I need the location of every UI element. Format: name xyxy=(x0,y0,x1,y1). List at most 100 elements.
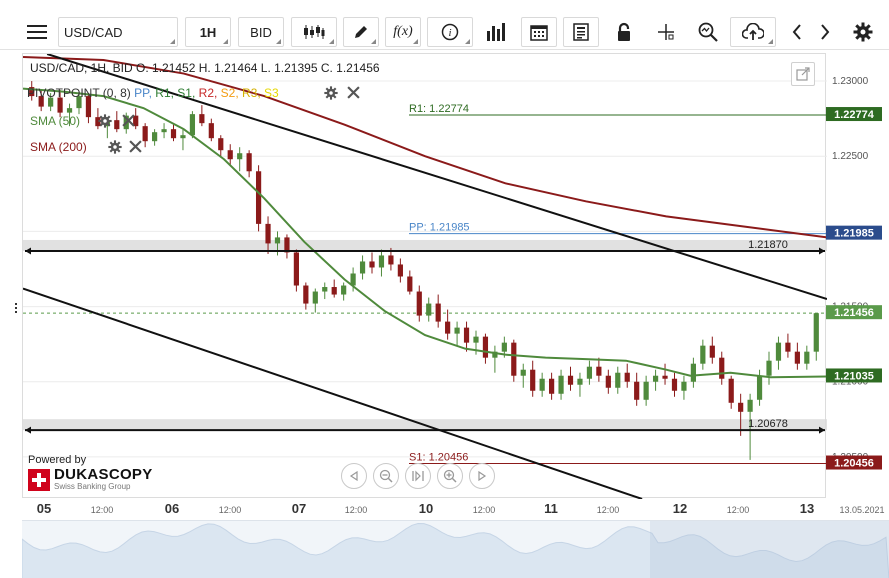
candle-body xyxy=(48,97,54,107)
bars-icon xyxy=(487,23,505,41)
brand-name: DUKASCOPY xyxy=(54,466,153,483)
candle-body xyxy=(114,120,120,130)
candle xyxy=(237,147,243,172)
candle-body xyxy=(700,345,706,364)
menu-button[interactable] xyxy=(22,17,52,47)
info-icon: i xyxy=(441,23,459,41)
candle xyxy=(775,336,782,370)
candle xyxy=(426,297,432,322)
sma200-settings-button[interactable] xyxy=(108,140,122,159)
volume-button[interactable] xyxy=(481,17,511,47)
indicators-button[interactable]: f(x) xyxy=(385,17,421,47)
candle xyxy=(511,339,517,382)
x-tick-label: 12:00 xyxy=(727,505,750,515)
news-button[interactable] xyxy=(563,17,599,47)
time-axis[interactable]: 05 12:00 06 12:00 07 12:00 10 12:00 11 12:00 12 12:… xyxy=(22,498,889,520)
pivot-item: R3, xyxy=(238,86,261,100)
reset-icon xyxy=(412,470,424,482)
candle-body xyxy=(350,273,356,286)
candle xyxy=(577,372,583,397)
price-badge-bg xyxy=(826,305,882,320)
candle xyxy=(652,369,659,391)
price-side-selector[interactable]: BID xyxy=(238,17,284,47)
candle-body xyxy=(586,366,593,379)
sma200-line xyxy=(23,56,827,239)
lock-button[interactable] xyxy=(610,17,638,47)
candle xyxy=(189,111,196,139)
sma50-remove-button[interactable] xyxy=(122,114,135,132)
candle-body xyxy=(95,117,101,127)
candle-body xyxy=(643,381,649,400)
settings-button[interactable] xyxy=(850,17,876,47)
candle-body xyxy=(501,342,507,352)
candle-body xyxy=(246,153,252,172)
candle-body xyxy=(492,351,498,358)
candle-body xyxy=(558,375,564,394)
overview-navigator[interactable] xyxy=(21,520,889,578)
candle xyxy=(378,249,385,277)
candle-body xyxy=(605,375,611,388)
pivot-item: S2, xyxy=(217,86,239,100)
pp-label: PP: 1.21985 xyxy=(409,222,470,234)
sma200-remove-button[interactable] xyxy=(129,140,142,158)
function-icon: f(x) xyxy=(393,24,413,39)
candle xyxy=(690,357,696,388)
candle-body xyxy=(170,129,177,139)
reset-view-button[interactable] xyxy=(405,463,431,489)
share-button[interactable] xyxy=(730,17,776,47)
sma50-settings-button[interactable] xyxy=(98,114,112,133)
pivot-item: PP, xyxy=(134,86,152,100)
candle-body xyxy=(567,375,574,385)
crosshair-button[interactable] xyxy=(652,17,680,47)
panel-resize-handle[interactable] xyxy=(15,302,19,316)
candle xyxy=(66,103,73,127)
scroll-right-button[interactable] xyxy=(814,17,836,47)
pivot-remove-button[interactable] xyxy=(347,86,360,104)
chart-plot[interactable]: R1: 1.22774 PP: 1.21985 S1: 1.20456 1.21870… xyxy=(23,54,827,499)
candle xyxy=(634,372,640,406)
arrow-left-icon xyxy=(792,24,801,40)
pivot-settings-button[interactable] xyxy=(324,86,338,105)
chart-area[interactable]: R1: 1.22774 PP: 1.21985 S1: 1.20456 1.21870… xyxy=(22,53,827,499)
level-band xyxy=(23,239,827,251)
horizontal-line-label: 1.21870 xyxy=(748,239,788,251)
draw-tool-button[interactable] xyxy=(343,17,379,47)
info-button[interactable]: i xyxy=(427,17,473,47)
price-badge-bg xyxy=(826,455,882,470)
candle xyxy=(539,372,545,397)
candle xyxy=(265,216,271,254)
candle-body xyxy=(634,381,640,400)
overview-window xyxy=(650,521,889,578)
nav-back-button[interactable] xyxy=(341,463,367,489)
candle-body xyxy=(303,285,309,304)
price-badge: 1.20456 xyxy=(826,455,882,470)
price-axis[interactable]: 1.230001.225001.220001.215001.210001.205… xyxy=(826,53,889,498)
chart-type-button[interactable] xyxy=(291,17,337,47)
nav-forward-button[interactable] xyxy=(469,463,495,489)
overview-plot xyxy=(21,521,889,578)
candle-body xyxy=(227,150,233,160)
pivot-legend[interactable]: PIVOTPOINT (0, 8) PP, R1, S1, R2, S2, R3… xyxy=(27,86,279,100)
candle xyxy=(813,313,819,361)
candle xyxy=(180,129,186,151)
symbol-selector[interactable]: USD/CAD xyxy=(58,17,178,47)
candle xyxy=(794,342,800,370)
scroll-left-button[interactable] xyxy=(786,17,808,47)
timeframe-selector[interactable]: 1H xyxy=(185,17,231,47)
zoom-in-button[interactable] xyxy=(437,463,463,489)
candle-body xyxy=(681,381,687,391)
candle-body xyxy=(38,96,44,107)
candle xyxy=(76,91,82,115)
candle xyxy=(38,90,44,112)
zoom-button[interactable] xyxy=(694,17,722,47)
popout-button[interactable] xyxy=(791,62,815,86)
candle xyxy=(567,366,574,391)
candle-body xyxy=(804,351,810,364)
candle xyxy=(303,282,309,310)
zoom-out-button[interactable] xyxy=(373,463,399,489)
candle-body xyxy=(312,291,318,304)
calendar-button[interactable] xyxy=(521,17,557,47)
candle xyxy=(161,123,167,139)
price-badge-bg xyxy=(826,107,882,122)
y-tick-label: 1.23000 xyxy=(832,76,869,87)
